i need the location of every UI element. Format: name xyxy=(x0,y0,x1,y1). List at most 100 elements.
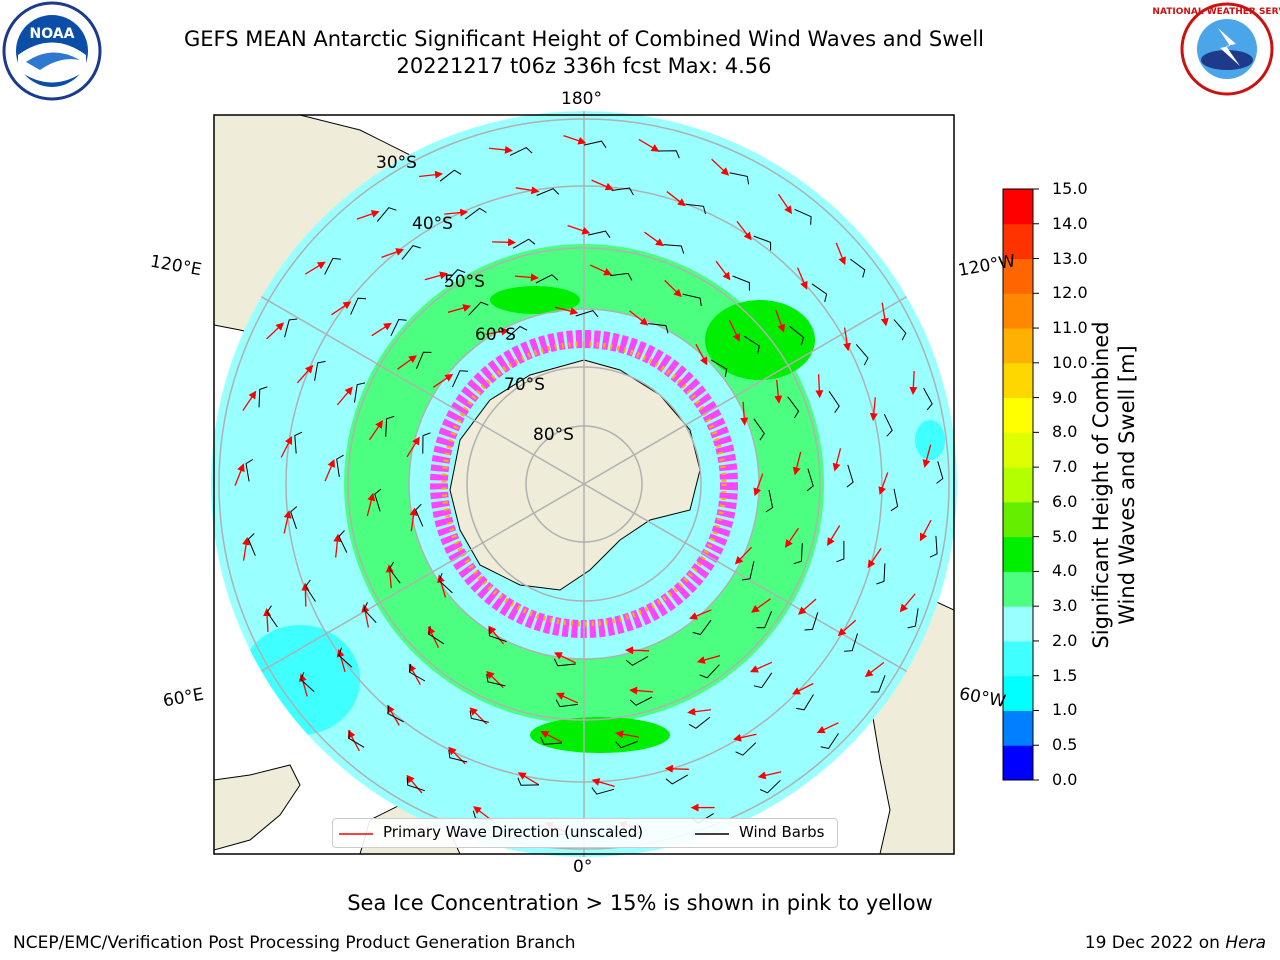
wave-arrow xyxy=(791,682,814,695)
wind-barb xyxy=(245,459,254,482)
map-legend: Primary Wave Direction (unscaled) Wind B… xyxy=(332,818,838,848)
colorbar-tick-label: 6.0 xyxy=(1052,491,1078,511)
wave-arrow xyxy=(733,733,757,742)
wave-arrow xyxy=(843,327,852,352)
colorbar-tick-label: 9.0 xyxy=(1052,387,1078,407)
wave-arrow xyxy=(687,707,712,716)
wave-arrow xyxy=(666,191,686,207)
wave-arrow xyxy=(299,673,308,697)
wave-arrow xyxy=(832,448,842,472)
lat-label: 30°S xyxy=(376,153,417,173)
wave-arrow xyxy=(555,692,579,704)
wind-barb xyxy=(338,530,348,553)
wave-arrow xyxy=(689,609,712,620)
wind-barb xyxy=(735,742,757,756)
lat-label: 40°S xyxy=(412,214,453,234)
wave-arrow xyxy=(638,138,660,152)
wind-barb xyxy=(451,370,468,388)
legend-wave-direction-label: Primary Wave Direction (unscaled) xyxy=(383,823,644,841)
wind-barb xyxy=(611,187,634,196)
wind-barb xyxy=(794,208,812,225)
wind-barb xyxy=(923,387,933,411)
wind-barb xyxy=(555,699,578,708)
wind-barb xyxy=(376,207,397,222)
land-africa xyxy=(214,764,301,851)
wind-barb xyxy=(844,633,858,652)
svg-text:NATIONAL WEATHER SERVICE: NATIONAL WEATHER SERVICE xyxy=(1152,7,1280,17)
wind-barb xyxy=(907,608,919,629)
credit-text: NCEP/EMC/Verification Post Processing Pr… xyxy=(13,933,576,953)
wind-barb xyxy=(314,360,326,381)
wind-barb xyxy=(468,301,489,316)
colorbar-segment xyxy=(1003,640,1033,677)
wave-arrow xyxy=(711,158,730,176)
wave-arrow xyxy=(563,135,587,145)
colorbar-segment xyxy=(1003,745,1033,781)
colorbar-segment xyxy=(1003,432,1033,468)
wind-barb xyxy=(811,283,828,303)
wave-arrow xyxy=(922,444,932,468)
wave-arrow xyxy=(567,224,591,235)
wave-arrow xyxy=(869,397,878,422)
wave-arrow xyxy=(696,655,721,664)
colorbar-tick-label: 11.0 xyxy=(1052,318,1088,338)
colorbar-tick-label: 14.0 xyxy=(1052,213,1088,233)
wind-barb xyxy=(350,297,367,315)
wind-barb xyxy=(258,386,268,408)
colorbar-tick-label: 15.0 xyxy=(1052,179,1088,198)
wave-arrow xyxy=(333,533,342,558)
wind-barb xyxy=(796,694,814,711)
wave-arrow xyxy=(629,310,649,326)
wind-barb xyxy=(870,675,886,693)
wave-arrow xyxy=(835,242,846,266)
wave-arrow xyxy=(774,379,783,404)
wave-arrow xyxy=(280,436,293,458)
wave-arrow xyxy=(750,598,771,613)
wave-arrow xyxy=(919,519,932,542)
wave-arrow xyxy=(444,208,469,217)
wave-arrow xyxy=(753,473,764,497)
wave-arrow xyxy=(816,722,839,734)
colorbar-segment xyxy=(1003,536,1033,572)
lat-label: 70°S xyxy=(504,375,545,395)
wind-barb xyxy=(806,468,814,492)
lat-label: 50°S xyxy=(444,272,485,292)
colorbar-segment xyxy=(1003,223,1033,260)
wind-barb xyxy=(665,774,689,785)
wave-arrow xyxy=(749,661,773,673)
wind-barb xyxy=(284,318,298,338)
wave-arrow xyxy=(629,686,654,695)
wind-barb xyxy=(828,391,840,413)
wave-arrow xyxy=(589,264,613,276)
wave-arrow xyxy=(736,220,752,241)
wave-arrow xyxy=(489,145,513,154)
wind-barb xyxy=(388,561,401,584)
lat-label: 80°S xyxy=(533,425,574,445)
wind-barb xyxy=(682,293,702,307)
wave-arrow xyxy=(336,386,353,406)
wind-barb xyxy=(742,561,755,581)
wave-arrow xyxy=(909,371,918,396)
svg-text:NOAA: NOAA xyxy=(30,26,75,42)
wave-arrow xyxy=(514,273,539,282)
colorbar-segment xyxy=(1003,675,1033,711)
wind-barb xyxy=(448,749,468,763)
colorbar-segment xyxy=(1003,397,1033,433)
chart-subtitle: 20221217 t06z 336h fcst Max: 4.56 xyxy=(396,54,772,78)
wind-barb xyxy=(929,535,938,558)
wind-barb xyxy=(658,150,680,159)
colorbar-segment xyxy=(1003,258,1033,294)
wind-barb xyxy=(553,658,576,667)
wind-barb xyxy=(439,169,462,182)
wave-arrow xyxy=(784,527,800,548)
wave-arrow xyxy=(485,327,510,336)
wind-barb xyxy=(488,627,507,643)
wave-arrow xyxy=(296,364,314,384)
colorbar-segment xyxy=(1003,501,1033,538)
colorbar-tick-label: 0.0 xyxy=(1052,770,1078,789)
colorbar-tick-label: 1.5 xyxy=(1052,665,1078,685)
wind-barb xyxy=(648,323,669,334)
wave-arrow xyxy=(864,661,885,678)
wave-arrow xyxy=(591,179,614,191)
